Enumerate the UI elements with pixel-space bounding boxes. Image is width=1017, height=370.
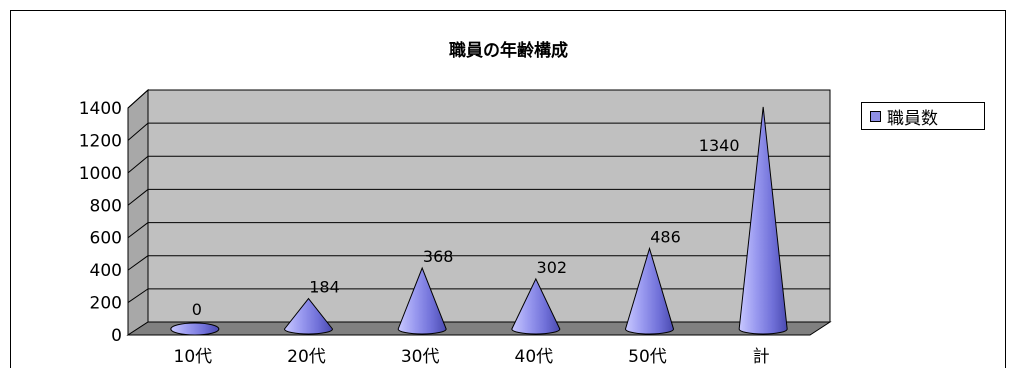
cone-mark <box>283 297 334 335</box>
x-tick-label: 10代 <box>174 347 213 367</box>
cone-mark <box>170 322 220 336</box>
y-axis: 0 200 400 600 800 1000 1200 1400 <box>79 99 122 346</box>
chart-title: 職員の年齢構成 <box>449 41 568 61</box>
cone-mark <box>738 106 788 335</box>
x-tick-label: 20代 <box>287 347 326 367</box>
y-tick-label: 1000 <box>79 164 122 184</box>
y-tick-label: 0 <box>111 326 122 346</box>
plot-floor <box>126 321 832 336</box>
legend-label: 職員数 <box>887 108 938 129</box>
gridlines <box>127 89 830 303</box>
gridline-side <box>127 189 149 206</box>
gridline-side <box>127 255 149 271</box>
y-tick-label: 1400 <box>79 99 122 119</box>
gridline-side <box>127 122 149 141</box>
data-label: 184 <box>309 278 340 297</box>
gridline-side <box>127 288 149 303</box>
y-tick-label: 200 <box>90 294 122 314</box>
gridline-side <box>127 89 149 109</box>
data-label: 1340 <box>699 136 740 155</box>
data-label: 302 <box>537 258 568 277</box>
x-tick-label: 40代 <box>515 347 554 367</box>
y-tick-label: 600 <box>90 229 122 249</box>
gridline-side <box>127 222 149 239</box>
y-tick-label: 400 <box>90 261 122 281</box>
plot-side-wall <box>127 88 149 336</box>
y-tick-label: 800 <box>90 196 122 216</box>
x-axis: 10代 20代 30代 40代 50代 計 <box>174 347 770 367</box>
legend-swatch <box>870 110 881 122</box>
cone-mark <box>511 277 561 335</box>
x-tick-label: 計 <box>753 347 770 367</box>
plot-back-wall <box>147 89 831 323</box>
legend: 職員数 <box>861 102 985 130</box>
data-label: 0 <box>192 300 202 319</box>
y-tick-label: 1200 <box>79 131 122 151</box>
data-label: 368 <box>423 247 454 266</box>
cone-mark <box>624 246 675 335</box>
x-tick-label: 50代 <box>628 347 667 367</box>
cone-series <box>170 106 788 336</box>
data-labels: 0 184 368 302 486 1340 <box>192 136 740 319</box>
x-tick-label: 30代 <box>401 347 440 367</box>
cone-mark <box>397 266 447 335</box>
data-label: 486 <box>650 227 681 246</box>
gridline-side <box>127 155 149 174</box>
